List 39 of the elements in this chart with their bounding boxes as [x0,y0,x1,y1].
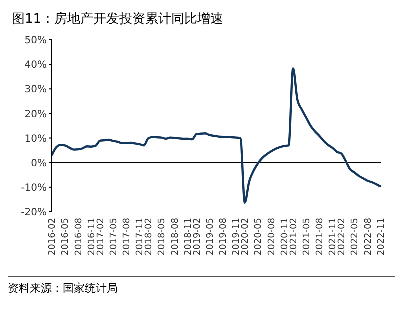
y-tick-label: -10% [21,182,47,194]
x-tick-label: 2021-05 [302,218,312,256]
y-tick-label: 50% [24,36,47,47]
y-tick-label: 10% [24,134,47,145]
x-tick-label: 2016-08 [74,218,84,256]
x-tick-label: 2019-02 [192,218,203,256]
chart-title: 图11：房地产开发投资累计同比增速 [11,11,225,29]
x-tick-label: 2021-02 [289,218,300,256]
x-tick-label: 2021-11 [328,218,339,256]
y-tick-label: 20% [24,109,47,120]
x-tick-label: 2020-11 [280,218,290,256]
x-tick-label: 2021-08 [316,218,326,256]
x-tick-label: 2018-02 [144,218,155,256]
x-tick-label: 2019-05 [206,218,216,256]
x-tick-label: 2020-02 [241,218,252,256]
x-tick-label: 2018-08 [170,218,181,256]
x-tick-label: 2016-02 [48,218,58,256]
y-tick-label: 40% [24,60,47,72]
x-tick-label: 2019-08 [219,218,230,256]
x-tick-label: 2017-05 [109,218,120,256]
x-tick-label: 2016-05 [61,218,72,256]
x-tick-label: 2017-08 [122,218,133,256]
y-tick-label: 30% [24,84,47,96]
x-tick-label: 2018-11 [184,218,194,256]
x-tick-label: 2022-11 [377,218,387,256]
text: 资料来源：国家统计局 [8,281,119,296]
x-tick-label: 2016-11 [87,218,98,256]
y-tick-label: -20% [21,208,47,219]
x-tick-label: 2022-05 [350,218,361,256]
x-tick-label: 2022-02 [338,218,348,256]
line-series [50,68,382,204]
x-tick-label: 2018-05 [158,218,168,256]
x-tick-label: 2017-02 [96,218,106,256]
x-tick-label: 2019-11 [232,218,242,256]
x-tick-label: 2017-11 [136,218,146,256]
x-tick-label: 2022-08 [364,218,374,256]
x-tick-label: 2020-05 [254,218,264,256]
y-tick-label: 0% [31,158,47,170]
x-tick-label: 2020-08 [267,218,278,256]
